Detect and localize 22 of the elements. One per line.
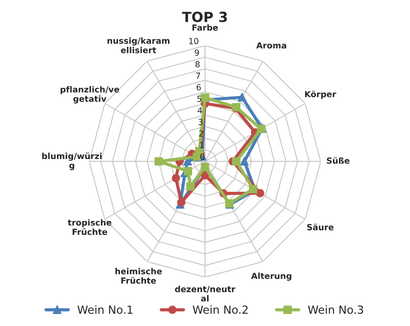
y-tick-label: 7 xyxy=(196,72,200,79)
y-tick-label: 10 xyxy=(189,38,198,44)
spoke-label: tropische Früchte xyxy=(68,219,112,235)
y-tick-label: 4 xyxy=(198,107,202,114)
y-tick-label: 6 xyxy=(196,84,201,90)
legend-label: Wein No.2 xyxy=(192,305,248,314)
spoke-label: nussig/karam ellisiert xyxy=(108,37,170,54)
spoke-label: Farbe xyxy=(192,24,218,31)
spoke-label: Körper xyxy=(305,90,336,99)
spoke-label: heimische Früchte xyxy=(115,268,162,284)
spoke-label: Aroma xyxy=(256,42,286,49)
spoke-label: blumig/würzi g xyxy=(42,152,102,170)
legend-label: Wein No.3 xyxy=(308,305,364,314)
chart-title: TOP 3 xyxy=(182,12,227,22)
legend-label: Wein No.1 xyxy=(78,305,132,314)
spoke-label: Säure xyxy=(307,224,334,230)
y-tick-label: 9 xyxy=(194,49,199,56)
spoke-label: Alterung xyxy=(251,272,292,281)
spoke-label: Süße xyxy=(326,157,350,164)
y-tick-label: 8 xyxy=(195,60,200,68)
spoke-label: pflanzlich/ve getativ xyxy=(60,86,120,104)
spoke-label: dezent/neutr al xyxy=(175,286,236,302)
